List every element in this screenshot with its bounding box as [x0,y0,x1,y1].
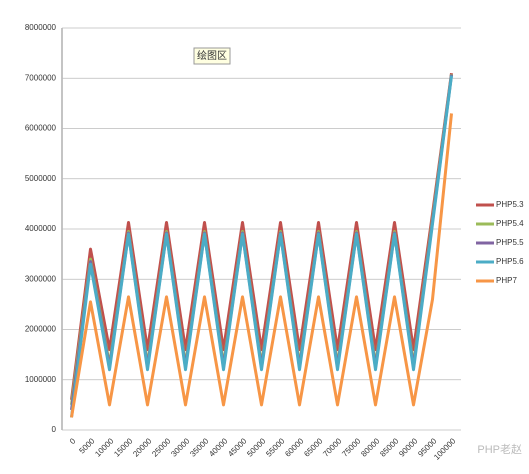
y-tick-label: 0 [52,425,57,434]
legend-label: PHP5.6 [496,257,524,266]
y-tick-label: 2000000 [25,325,57,334]
y-tick-label: 8000000 [25,23,57,32]
series-line [70,113,453,418]
annotation-box [193,47,231,65]
legend-label: PHP7 [496,276,517,285]
y-tick-label: 4000000 [25,224,57,233]
legend-label: PHP5.4 [496,219,524,228]
annotation: 绘图区 [197,49,227,62]
series-line [70,73,453,401]
y-tick-label: 6000000 [25,124,57,133]
legend-label: PHP5.3 [496,200,524,209]
legend-label: PHP5.5 [496,238,524,247]
y-tick-label: 3000000 [25,274,57,283]
series-line [70,75,453,418]
x-tick-label: 0 [68,436,78,446]
y-tick-label: 7000000 [25,73,57,82]
watermark: PHP老赵 [477,442,522,456]
y-tick-label: 5000000 [25,174,57,183]
y-tick-label: 1000000 [25,375,57,384]
